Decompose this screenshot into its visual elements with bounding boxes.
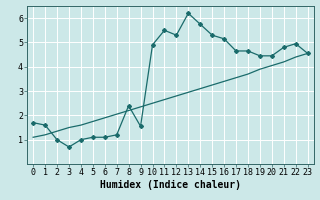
X-axis label: Humidex (Indice chaleur): Humidex (Indice chaleur) xyxy=(100,180,241,190)
